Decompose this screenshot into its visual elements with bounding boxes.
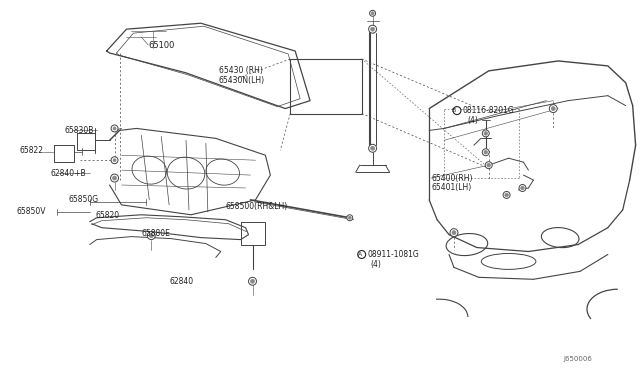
Text: 65830B: 65830B	[65, 126, 94, 135]
Circle shape	[111, 125, 118, 132]
Text: B: B	[452, 108, 456, 113]
Circle shape	[113, 159, 116, 162]
Text: 62840+B: 62840+B	[50, 169, 86, 177]
Circle shape	[483, 149, 489, 156]
Text: 08911-1081G: 08911-1081G	[367, 250, 419, 259]
Circle shape	[453, 107, 461, 115]
Circle shape	[113, 127, 116, 130]
Text: 65430 (RH): 65430 (RH)	[219, 66, 262, 76]
Circle shape	[483, 130, 489, 137]
Text: (4): (4)	[371, 260, 381, 269]
Circle shape	[452, 231, 456, 235]
Circle shape	[450, 229, 458, 237]
Text: 62840: 62840	[169, 277, 193, 286]
Circle shape	[549, 105, 557, 113]
Text: 65401(LH): 65401(LH)	[431, 183, 472, 192]
Circle shape	[484, 150, 488, 154]
Circle shape	[250, 279, 255, 283]
Text: 65850G: 65850G	[69, 195, 99, 204]
Circle shape	[369, 25, 376, 33]
Text: 65822: 65822	[19, 146, 44, 155]
Circle shape	[370, 10, 376, 16]
Text: (4): (4)	[467, 116, 478, 125]
Circle shape	[111, 157, 118, 164]
Circle shape	[348, 216, 351, 219]
Circle shape	[149, 234, 153, 238]
Text: 65400(RH): 65400(RH)	[431, 174, 473, 183]
Circle shape	[484, 132, 488, 135]
Text: 658500(RH&LH): 658500(RH&LH)	[226, 202, 288, 211]
Text: J650006: J650006	[563, 356, 592, 362]
Circle shape	[521, 186, 524, 190]
Circle shape	[505, 193, 508, 197]
Text: 65430N(LH): 65430N(LH)	[219, 76, 265, 85]
Circle shape	[371, 146, 374, 150]
Circle shape	[248, 277, 257, 285]
Text: 65100: 65100	[148, 41, 175, 49]
Circle shape	[371, 12, 374, 15]
Circle shape	[347, 215, 353, 221]
Circle shape	[503, 192, 510, 198]
Text: 65820: 65820	[96, 211, 120, 220]
Circle shape	[485, 162, 492, 169]
Circle shape	[369, 144, 376, 152]
Text: A: A	[358, 252, 362, 257]
Circle shape	[519, 185, 526, 192]
Text: 65850V: 65850V	[16, 207, 46, 216]
Circle shape	[487, 163, 490, 167]
Circle shape	[113, 176, 116, 180]
Circle shape	[551, 107, 556, 110]
Text: 08116-8201G: 08116-8201G	[463, 106, 515, 115]
Circle shape	[111, 174, 118, 182]
Text: 65880E: 65880E	[141, 229, 170, 238]
Circle shape	[358, 250, 365, 259]
Circle shape	[371, 27, 374, 31]
Circle shape	[147, 232, 156, 240]
